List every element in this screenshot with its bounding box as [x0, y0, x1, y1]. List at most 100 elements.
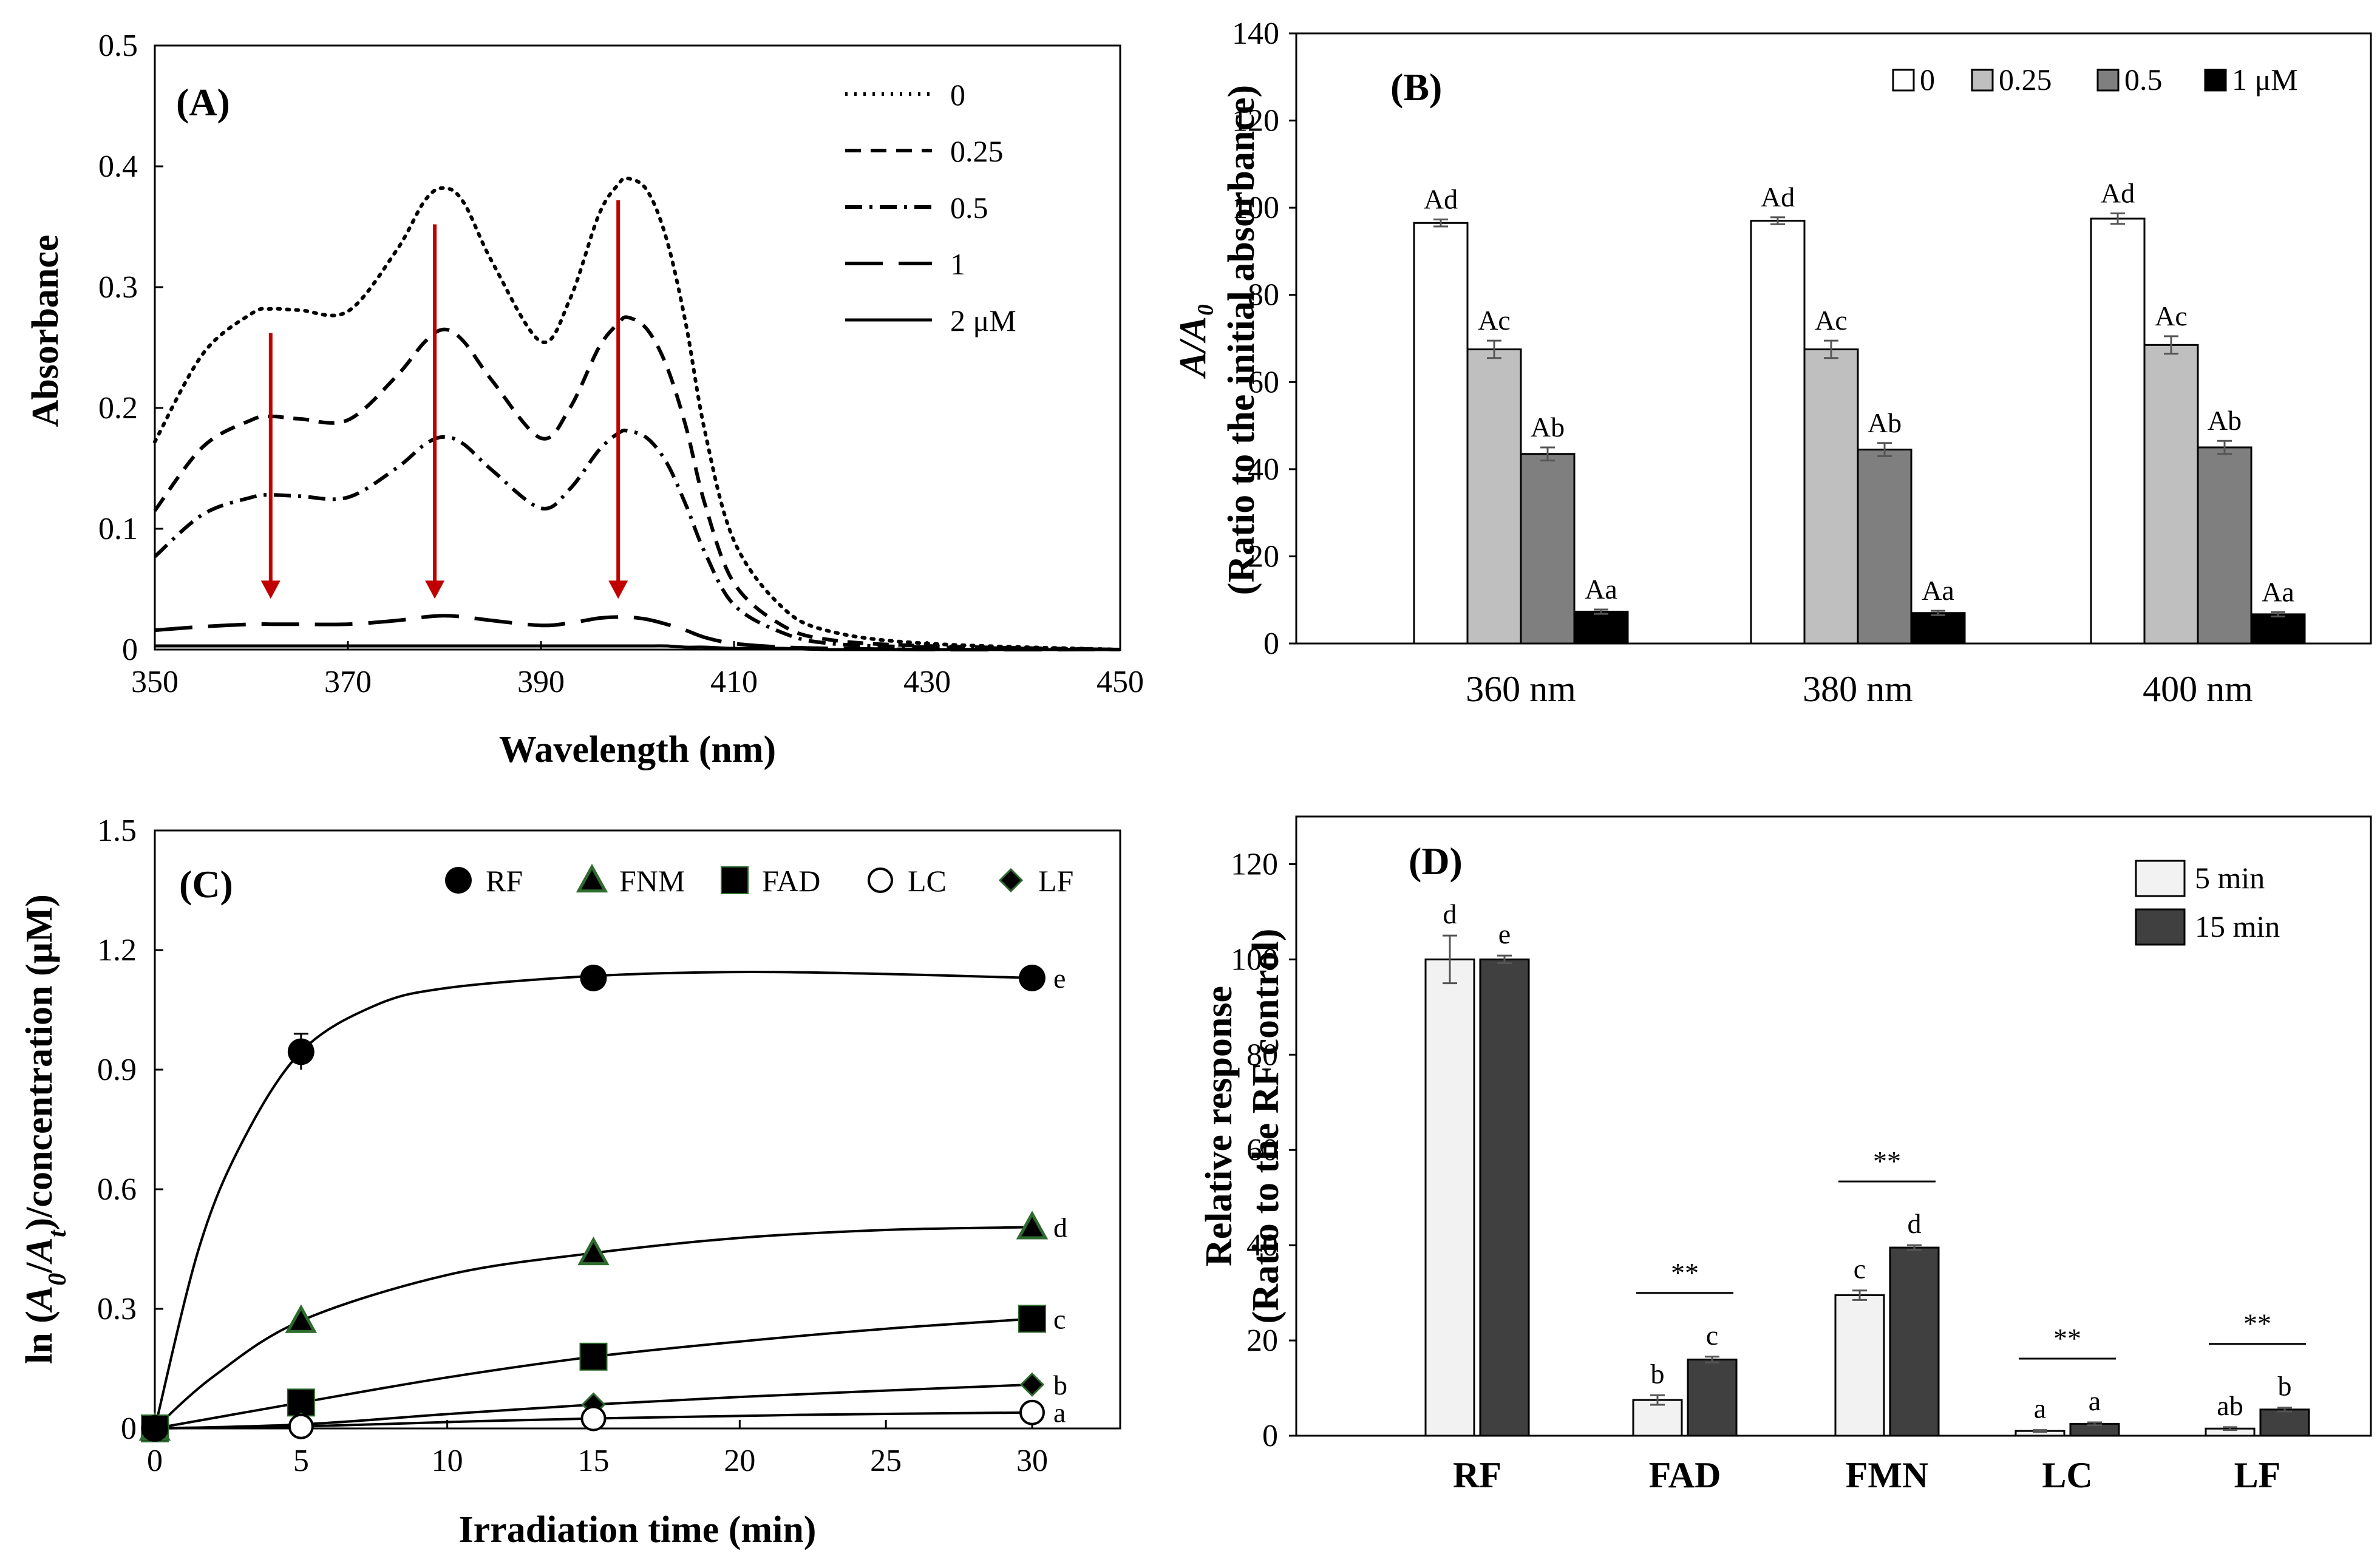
legend-label: 0.5: [950, 191, 988, 225]
panel-d-frame: [1295, 815, 2372, 1437]
bar-letter-label: ab: [2217, 1390, 2243, 1421]
panel-c-frame: [154, 829, 1121, 1430]
bar-letter-label: Ab: [1868, 407, 1902, 438]
category-label: LF: [2234, 1455, 2281, 1495]
legend-swatch: [2096, 69, 2120, 92]
legend-label: RF: [486, 864, 523, 898]
series-line-0.25: [153, 315, 1121, 651]
x-tick-label: 30: [1016, 1444, 1048, 1478]
bar-letter-label: Ac: [1478, 305, 1511, 336]
bar: [2197, 446, 2252, 645]
legend-label: 2 μM: [950, 304, 1016, 338]
legend-label: 1: [950, 247, 965, 281]
bar: [1750, 220, 1806, 645]
bar-letter-label: d: [1443, 898, 1457, 929]
bar: [1910, 612, 1966, 645]
y-tick-label: 140: [1232, 16, 1279, 51]
bar-letter-label: b: [2278, 1371, 2292, 1402]
y-tick-label: 1.2: [97, 933, 137, 968]
bar-letter-label: a: [2034, 1393, 2046, 1424]
y-tick-label: 0: [1262, 1419, 1278, 1453]
y-tick-label: 120: [1232, 104, 1279, 138]
panel-c-y-ticks: 0 0.3 0.6 0.9 1.2 1.5: [97, 813, 163, 1446]
legend-label: 15 min: [2195, 909, 2280, 943]
marker-square: [721, 866, 749, 894]
marker-triangle: [285, 1304, 318, 1333]
marker-circle-filled: [287, 1038, 314, 1065]
marker-circle-filled: [580, 964, 607, 991]
legend-label: 0: [950, 78, 965, 112]
legend-label: 0: [1920, 63, 1935, 97]
bar-letter-label: Aa: [1585, 574, 1617, 605]
bar: [2143, 344, 2199, 645]
bar: [1889, 1246, 1940, 1437]
marker-circle-filled: [1019, 964, 1046, 991]
category-label: RF: [1453, 1455, 1501, 1495]
ylabel-part-6: t: [44, 1229, 72, 1237]
panel-a-y-axis-title: Absorbance: [25, 235, 66, 427]
legend-swatch: [1892, 69, 1915, 92]
panel-b-label: (B): [1390, 66, 1442, 109]
series-letter-label: d: [1053, 1212, 1067, 1243]
marker-circle-open: [868, 868, 893, 893]
marker-diamond: [1019, 1372, 1045, 1397]
ylabel-part-3: 0: [44, 1273, 72, 1286]
series-line-1: [154, 614, 1121, 652]
panel-c-x-ticks: 0 5 10 15 20 25 30: [147, 1420, 1048, 1478]
y-tick-label: 0: [121, 1411, 137, 1446]
y-tick-label: 0.1: [98, 512, 138, 546]
panel-a-legend: 0 0.25 0.5 1 2 μM: [845, 78, 1016, 338]
ylabel-part-1: ln (: [19, 1311, 60, 1364]
panel-c-legend: RF FNM FAD LC LF: [445, 863, 1073, 898]
panel-c-points: [138, 964, 1049, 1442]
series-line-2-μM: [154, 644, 1120, 651]
bar: [1413, 222, 1469, 645]
legend-label: FAD: [762, 864, 820, 898]
panel-d-categories: RF FAD FMN LC LF: [1453, 1455, 2280, 1495]
legend-label: 0.5: [2124, 63, 2163, 97]
marker-square: [1018, 1305, 1046, 1333]
marker-circle-open: [580, 1405, 607, 1431]
marker-circle-filled: [141, 1415, 168, 1442]
panel-a-series-lines: [153, 176, 1122, 652]
bar-letter-label: d: [1908, 1208, 1922, 1239]
marker-square: [579, 1342, 608, 1371]
legend-label: 5 min: [2195, 861, 2265, 895]
y-tick-label: 100: [1232, 191, 1279, 225]
x-tick-label: 410: [710, 665, 758, 699]
panel-a-x-axis-title: Wavelength (nm): [499, 729, 776, 770]
bar-letter-label: Aa: [2262, 576, 2294, 607]
bar-letter-label: Ad: [1424, 184, 1458, 215]
bar-letter-label: Ac: [2155, 301, 2188, 331]
bar: [1632, 1399, 1683, 1437]
bar: [1573, 611, 1629, 645]
y-tick-label: 80: [1246, 1037, 1278, 1072]
panel-d-bars: d e b c c d a a ab b: [1424, 898, 2310, 1437]
category-label: 380 nm: [1803, 669, 1913, 709]
category-label: 360 nm: [1466, 669, 1576, 709]
bar: [1520, 453, 1576, 645]
bar-letter-label: Ab: [1531, 412, 1565, 443]
ylabel-part-2: A: [19, 1286, 60, 1313]
bar: [2250, 613, 2306, 645]
bar: [1424, 958, 1475, 1437]
y-tick-label: 0.5: [98, 29, 138, 63]
panel-d-y-ticks: 0 20 40 60 80 100 120: [1231, 847, 1296, 1453]
significance-label: **: [1873, 1146, 1901, 1177]
y-tick-label: 20: [1248, 539, 1279, 574]
series-letter-label: e: [1053, 963, 1066, 994]
x-tick-label: 5: [293, 1444, 309, 1478]
y-tick-label: 120: [1231, 847, 1278, 881]
panel-a-frame: [154, 44, 1121, 651]
bar-letter-label: c: [1706, 1320, 1718, 1351]
panel-d-significance: ** ** ** **: [1636, 1146, 2306, 1360]
panel-a-y-ticks: 0 0.1 0.2 0.3 0.4 0.5: [98, 29, 163, 667]
y-tick-label: 0.9: [97, 1053, 137, 1087]
y-tick-label: 100: [1231, 942, 1278, 977]
bar: [2090, 217, 2146, 645]
bar: [2259, 1408, 2310, 1437]
red-arrow-head: [260, 580, 280, 599]
